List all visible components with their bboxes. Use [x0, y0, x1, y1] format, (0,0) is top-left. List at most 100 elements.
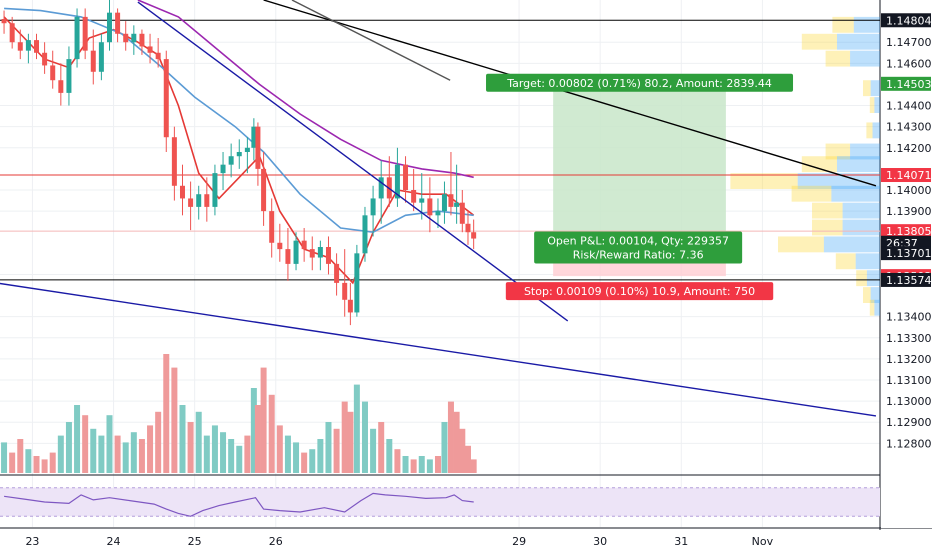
moving-average-line: [137, 0, 474, 179]
candle-body: [17, 42, 23, 51]
candle-body: [9, 23, 15, 43]
rsi-pane: 50.000025.0000: [0, 487, 932, 527]
candle-body: [293, 240, 299, 264]
volume-bar: [106, 415, 113, 473]
candle-body: [334, 263, 340, 283]
volume-bar: [426, 459, 433, 473]
volume-bar: [268, 394, 275, 473]
volume-bar: [25, 449, 32, 473]
time-tick-label: 30: [593, 535, 607, 548]
candle-body: [362, 215, 368, 254]
candle-body: [131, 33, 137, 43]
candle-body: [155, 52, 161, 60]
price-tag: [881, 246, 931, 261]
profile-row-sell: [866, 122, 873, 139]
volume-bar: [41, 459, 48, 473]
profile-row-buy: [855, 253, 880, 270]
candle-body: [378, 177, 384, 199]
volume-bar: [361, 401, 368, 473]
candle-body: [394, 164, 400, 199]
volume-bar: [122, 442, 129, 473]
volume-bar: [347, 411, 354, 473]
candle-body: [448, 194, 454, 207]
volume-bars: [1, 354, 477, 473]
candle-body: [403, 164, 409, 190]
price-tick-label: 1.14200: [886, 142, 932, 155]
candle-body: [188, 198, 194, 207]
price-tick-label: 1.14600: [886, 57, 932, 70]
volume-bar: [378, 422, 385, 473]
price-axis[interactable]: 1.14700 1.14600 1.14400 1.14300 1.14200 1.140…: [881, 0, 932, 528]
candle-body: [435, 211, 441, 216]
volume-bar: [464, 445, 471, 473]
price-tag-label: 1.13805: [886, 225, 932, 238]
trend-line: [291, 0, 451, 81]
volume-bar: [453, 411, 460, 473]
volume-bar: [410, 459, 417, 473]
trend-line: [0, 282, 877, 417]
horizontal-lines[interactable]: [0, 19, 880, 281]
volume-bar: [386, 439, 393, 473]
candle-body: [220, 164, 226, 174]
candle-body: [342, 282, 348, 300]
volume-bar: [434, 456, 441, 473]
volume-bar: [17, 439, 24, 473]
volume-bar: [260, 367, 267, 473]
volume-bar: [203, 435, 210, 473]
stop-label-box: [505, 282, 774, 301]
time-axis[interactable]: 23 24 25 26 29 30 31 Nov: [25, 535, 773, 548]
volume-bar: [74, 405, 81, 473]
candle-body: [42, 52, 48, 66]
candle-body: [261, 168, 267, 212]
candle-body: [244, 147, 250, 152]
profile-row-buy: [842, 219, 880, 236]
profile-row-buy: [797, 173, 880, 189]
pnl-label: Risk/Reward Ratio: 7.36: [573, 249, 704, 262]
price-tag-label: 1.13574: [886, 274, 932, 287]
volume-bar: [317, 439, 324, 473]
profile-row-buy: [850, 143, 880, 160]
candle-body: [427, 198, 433, 216]
candle-body: [163, 59, 169, 138]
candle-body: [471, 232, 477, 239]
volume-bar: [220, 432, 227, 473]
volume-bar: [394, 449, 401, 473]
volume-bar: [459, 428, 466, 473]
price-tag-label: 1.14503: [886, 78, 932, 91]
candle-body: [171, 137, 177, 186]
profile-row-sell: [863, 287, 871, 303]
price-tick-label: 1.14300: [886, 121, 932, 134]
profile-row-sell: [801, 33, 837, 50]
volume-bar: [228, 439, 235, 473]
price-tick-label: 1.14000: [886, 184, 932, 197]
candle-body: [255, 126, 261, 169]
moving-average-line: [4, 7, 474, 234]
target-label: Target: 0.00802 (0.71%) 80.2, Amount: 28…: [506, 77, 772, 90]
volume-bar: [447, 401, 454, 473]
volume-bar: [33, 456, 40, 473]
volume-bar: [163, 354, 170, 473]
profile-row-buy: [870, 287, 880, 303]
time-tick-label: 24: [107, 535, 121, 548]
candle-body: [123, 33, 129, 43]
volume-bar: [187, 422, 194, 473]
profile-row-buy: [853, 16, 880, 33]
candle-body: [309, 249, 315, 258]
profile-row-sell: [869, 97, 875, 113]
stop-label: Stop: 0.00109 (0.10%) 10.9, Amount: 750: [524, 285, 755, 298]
volume-bar: [418, 456, 425, 473]
candle-body: [212, 173, 218, 207]
volume-bar: [147, 425, 154, 473]
candle-body: [25, 40, 31, 51]
price-tick-label: 1.13300: [886, 332, 932, 345]
volume-bar: [341, 401, 348, 473]
trend-lines[interactable]: [0, 0, 877, 417]
profile-row-buy: [866, 270, 880, 287]
volume-bar: [309, 449, 316, 473]
candle-body: [285, 249, 291, 264]
profile-row-sell: [863, 80, 871, 97]
volume-bar: [470, 459, 477, 473]
candle-body: [82, 16, 88, 51]
profile-row-sell: [856, 270, 867, 287]
